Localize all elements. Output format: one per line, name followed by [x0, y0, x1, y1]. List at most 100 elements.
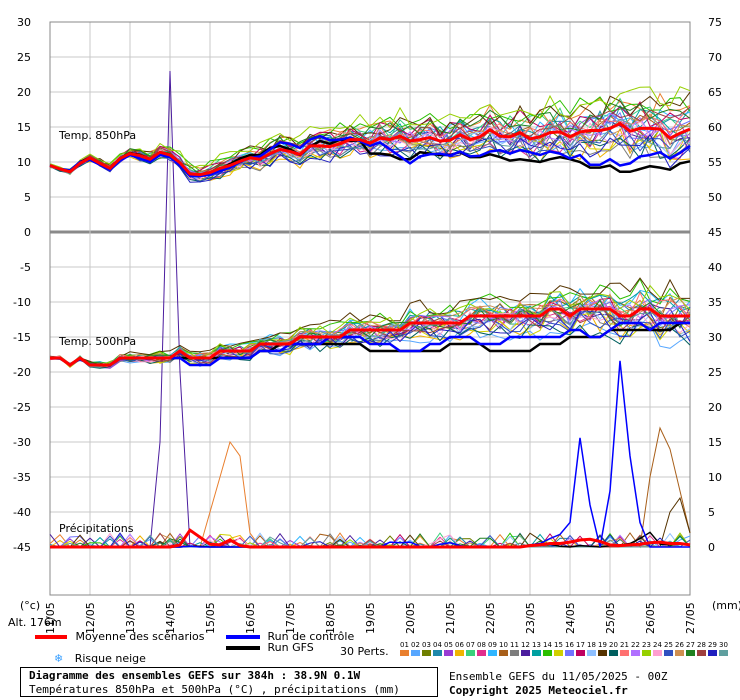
legend-snow: ❄ Risque neige — [54, 652, 146, 665]
y-right-tick: 65 — [708, 86, 722, 99]
pert-number: 17 — [576, 641, 585, 649]
pert-swatch — [565, 650, 574, 656]
y-left-tick: -35 — [13, 471, 31, 484]
pert-swatch — [455, 650, 464, 656]
y-right-tick: 40 — [708, 261, 722, 274]
pert-number: 21 — [620, 641, 629, 649]
y-left-tick: 0 — [24, 226, 31, 239]
y-right-tick: 55 — [708, 156, 722, 169]
pert-swatch — [400, 650, 409, 656]
pert-swatch — [499, 650, 508, 656]
series-mean-precip — [50, 528, 691, 549]
y-left-tick: -5 — [20, 261, 31, 274]
pert-swatch — [521, 650, 530, 656]
legend-snow-label: Risque neige — [74, 652, 146, 665]
member-28-t500 — [49, 304, 691, 368]
y-right-tick: 10 — [708, 471, 722, 484]
pert-swatch — [653, 650, 662, 656]
y-left-tick: -20 — [13, 366, 31, 379]
y-right-tick: 5 — [708, 506, 715, 519]
x-tick-label: 14/05 — [164, 602, 177, 634]
plot-border — [49, 21, 691, 596]
y-right-tick: 60 — [708, 121, 722, 134]
pert-swatch — [488, 650, 497, 656]
pert-swatch — [708, 650, 717, 656]
footer-title-box: Diagramme des ensembles GEFS sur 384h : … — [20, 667, 438, 697]
y-right-tick: 75 — [708, 16, 722, 29]
x-tick-label: 22/05 — [484, 602, 497, 634]
pert-swatch — [642, 650, 651, 656]
y-left-tick: -10 — [13, 296, 31, 309]
pert-swatch — [543, 650, 552, 656]
y-axis-left: 30 25 20 15 10 5 0 -5 -10 -15 -20 -25 -30 -35 -40 -45 — [13, 16, 31, 554]
y-right-tick: 45 — [708, 226, 722, 239]
x-tick-label: 21/05 — [444, 602, 457, 634]
member-23-t500 — [49, 284, 691, 367]
x-axis: 11/05 12/05 13/05 14/05 15/05 16/05 17/05 18/05… — [44, 602, 697, 634]
pert-number: 14 — [543, 641, 552, 649]
pert-number: 16 — [565, 641, 574, 649]
pert-swatch — [466, 650, 475, 656]
pert-number: 01 — [400, 641, 409, 649]
y-left-tick: 20 — [17, 86, 31, 99]
legend-gfs: Run GFS — [226, 641, 314, 654]
pert-swatch — [675, 650, 684, 656]
pert-swatch — [697, 650, 706, 656]
pert-swatch — [620, 650, 629, 656]
legend-gfs-label: Run GFS — [267, 641, 314, 654]
pert-swatch — [422, 650, 431, 656]
y-right-tick: 20 — [708, 401, 722, 414]
pert-swatch — [477, 650, 486, 656]
pert-swatch — [609, 650, 618, 656]
pert-swatch — [554, 650, 563, 656]
legend-control: Run de contrôle — [226, 630, 354, 643]
x-tick-label: 20/05 — [404, 602, 417, 634]
footer-title: Diagramme des ensembles GEFS sur 384h : … — [29, 669, 361, 682]
series-control-t850 — [49, 134, 691, 178]
x-tick-label: 19/05 — [364, 602, 377, 634]
y-right-tick: 15 — [708, 436, 722, 449]
y-right-tick: 0 — [708, 541, 715, 554]
y-right-tick: 25 — [708, 366, 722, 379]
pert-swatch — [631, 650, 640, 656]
x-tick-label: 18/05 — [324, 602, 337, 634]
pert-number: 15 — [554, 641, 563, 649]
y-left-tick: 25 — [17, 51, 31, 64]
y-left-tick: -30 — [13, 436, 31, 449]
pert-number: 04 — [433, 641, 442, 649]
pert-number: 23 — [642, 641, 651, 649]
legend-mean: Moyenne des scénarios — [35, 630, 204, 643]
pert-number: 29 — [708, 641, 717, 649]
legend-control-label: Run de contrôle — [267, 630, 355, 643]
legend-control-swatch — [226, 635, 260, 639]
x-tick-label: 24/05 — [564, 602, 577, 634]
pert-number: 07 — [466, 641, 475, 649]
snowflake-icon: ❄ — [54, 652, 64, 665]
pert-swatch — [719, 650, 728, 656]
pert-number: 19 — [598, 641, 607, 649]
pert-number: 30 — [719, 641, 728, 649]
pert-number: 09 — [488, 641, 497, 649]
legend-mean-swatch — [35, 635, 67, 639]
pert-number: 22 — [631, 641, 640, 649]
x-tick-label: 26/05 — [644, 602, 657, 634]
pert-swatch — [598, 650, 607, 656]
y-left-tick: -25 — [13, 401, 31, 414]
y-left-tick: 5 — [24, 191, 31, 204]
pert-number: 27 — [686, 641, 695, 649]
pert-number: 06 — [455, 641, 464, 649]
member-20-t500 — [49, 324, 691, 369]
member-19-t500 — [49, 277, 690, 366]
x-tick-label: 11/05 — [44, 602, 57, 634]
pert-number: 20 — [609, 641, 618, 649]
pert-number: 25 — [664, 641, 673, 649]
pert-number: 11 — [510, 641, 519, 649]
pert-swatch — [686, 650, 695, 656]
pert-number: 26 — [675, 641, 684, 649]
pert-swatch — [587, 650, 596, 656]
pert-number: 03 — [422, 641, 431, 649]
member-26-t500 — [49, 293, 691, 366]
x-tick-label: 16/05 — [244, 602, 257, 634]
pert-number: 24 — [653, 641, 662, 649]
label-t850: Temp. 850hPa — [58, 129, 136, 142]
